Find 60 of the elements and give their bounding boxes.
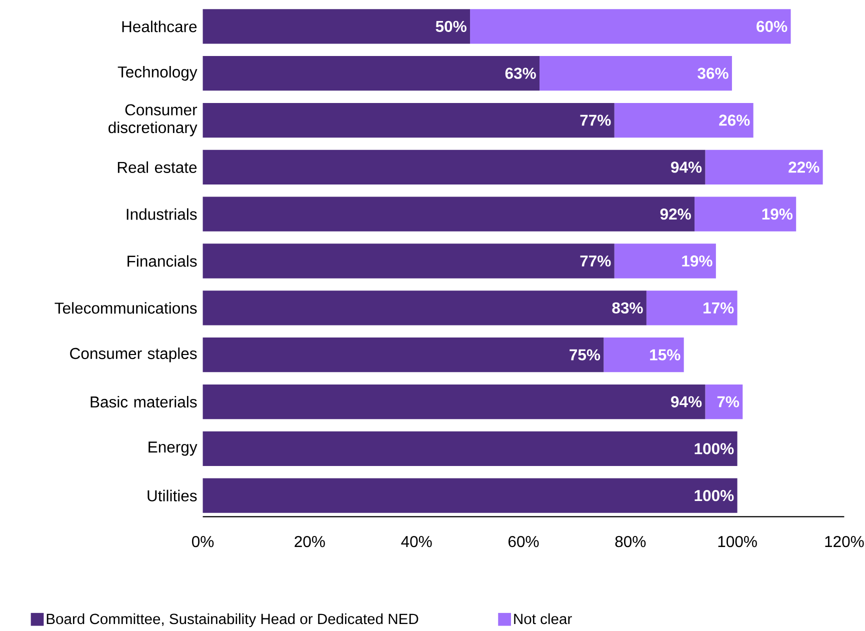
bar [202, 384, 706, 420]
bar [614, 103, 754, 138]
data-label: 94% [671, 396, 702, 408]
y-tick-label: Consumer staples [70, 348, 197, 362]
data-label: 50% [436, 21, 466, 32]
y-tick-label: Real estate [118, 162, 197, 174]
bar [540, 56, 732, 91]
bar [705, 150, 823, 185]
bar [614, 244, 716, 279]
data-label: 77% [580, 256, 611, 267]
y-tick-label: Technology [118, 66, 198, 81]
bar [202, 197, 695, 232]
data-label: 22% [788, 162, 820, 173]
bar [705, 384, 743, 420]
data-label: 100% [694, 490, 734, 502]
bar [202, 150, 706, 185]
data-label: 77% [580, 114, 611, 126]
y-tick-label: Consumer discretionary [108, 104, 198, 137]
x-tick-label: 80% [615, 536, 646, 548]
data-label: 94% [671, 162, 702, 173]
y-tick-label: Utilities [148, 490, 197, 502]
x-tick-label: 60% [508, 536, 539, 548]
bar [202, 244, 614, 279]
x-tick-label: 20% [294, 536, 325, 548]
y-tick-label: Basic materials [90, 396, 197, 408]
y-tick-label: Telecommunications [54, 302, 197, 314]
data-label: 26% [719, 114, 750, 126]
data-label: 60% [756, 21, 788, 32]
data-label: 63% [505, 68, 536, 80]
y-tick-label: Financials [128, 255, 197, 268]
bar [604, 338, 684, 372]
data-label: 100% [694, 443, 734, 454]
data-label: 19% [682, 256, 712, 267]
bar [202, 432, 738, 466]
x-tick-label: 120% [825, 536, 864, 548]
y-tick-label: Energy [148, 442, 198, 456]
bar [202, 9, 470, 44]
y-tick-label: Healthcare [122, 20, 197, 32]
bar [202, 103, 614, 138]
bar [202, 478, 738, 514]
data-label: 36% [698, 68, 728, 80]
x-tick-label: 0% [192, 536, 214, 548]
x-tick-label: 40% [401, 536, 432, 548]
bar [694, 197, 796, 232]
legend-label: Not clear [514, 614, 572, 624]
bar [202, 290, 646, 326]
data-label: 7% [717, 396, 740, 408]
bar [646, 290, 738, 326]
bar [202, 56, 540, 91]
x-tick-label: 100% [718, 536, 757, 548]
y-tick-label: Industrials [126, 208, 197, 220]
legend-label: Board Committee, Sustainability Head or Dedicated NED [46, 614, 418, 628]
bar [202, 338, 604, 372]
data-label: 17% [704, 302, 734, 314]
data-label: 83% [612, 302, 643, 314]
data-label: 15% [650, 350, 680, 361]
data-label: 75% [570, 350, 600, 361]
data-label: 92% [660, 208, 691, 220]
bar [470, 9, 791, 44]
data-label: 19% [762, 208, 793, 220]
